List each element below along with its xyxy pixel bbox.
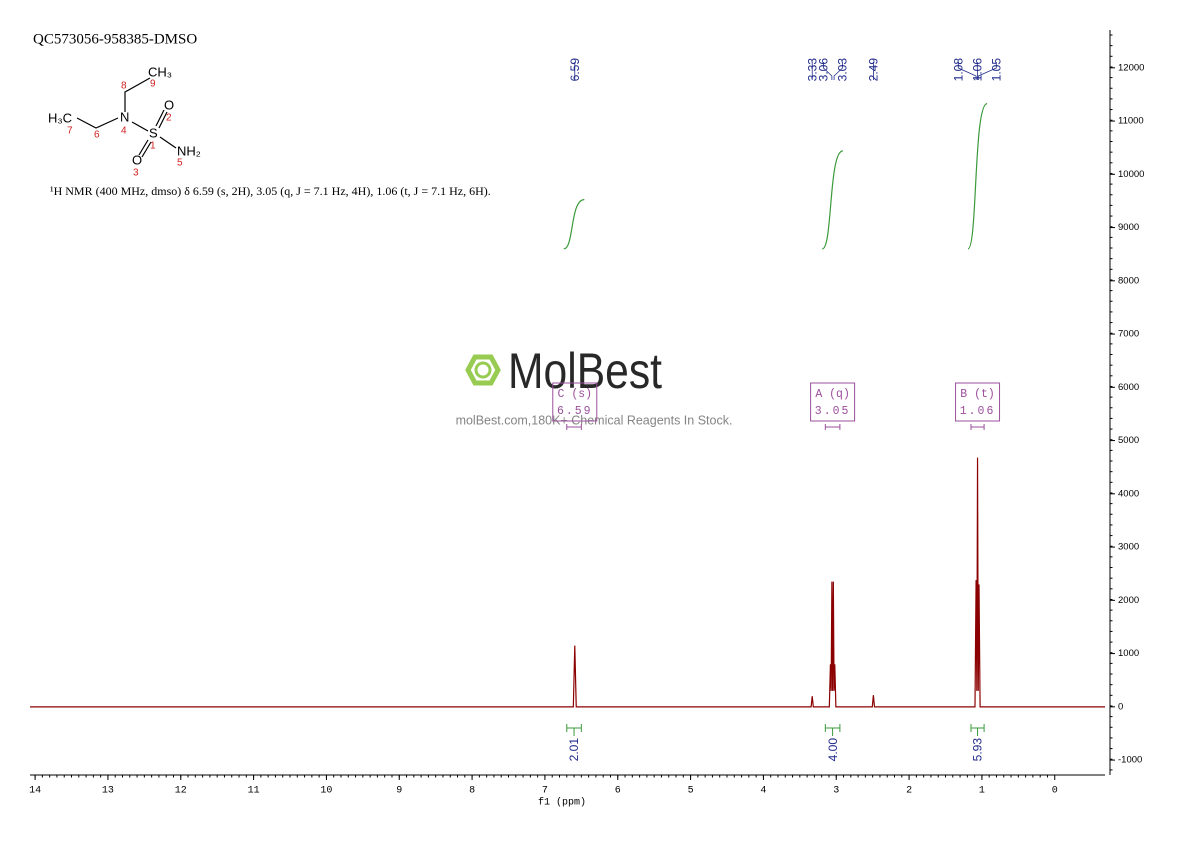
y-tick-label: 2000 [1118, 595, 1139, 606]
multiplet-box [810, 382, 856, 422]
x-tick-label: 1 [979, 786, 985, 797]
watermark: MolBest molBest.com,180K+ Chemical Reage… [456, 343, 733, 427]
y-tick-label: 11000 [1118, 116, 1144, 127]
integral-curve [821, 150, 844, 250]
x-tick-label: 5 [688, 786, 694, 797]
multiplet-name: A (q) [815, 388, 850, 401]
peak-leader [977, 62, 997, 80]
y-tick-label: 1000 [1118, 648, 1139, 659]
bond [159, 136, 177, 149]
integral-label: 2.01 [567, 738, 581, 762]
multiplet-range [824, 424, 841, 430]
atom-number: 1 [150, 141, 156, 152]
multiplet-shift: 3.05 [815, 405, 851, 418]
integral-bracket [824, 724, 841, 736]
x-tick-label: 8 [469, 786, 475, 797]
chart-title: QC573056-958385-DMSO [33, 31, 197, 47]
x-tick-label: 6 [615, 786, 621, 797]
peak-label: 1.08 [951, 58, 965, 82]
atom-number: 2 [166, 113, 172, 124]
x-tick-label: 10 [320, 786, 332, 797]
multiplet-name: B (t) [960, 388, 995, 401]
multiplet-box [552, 382, 598, 422]
multiplet-range [970, 424, 985, 430]
y-tick-label: 4000 [1118, 488, 1139, 499]
atom-label: CH₃ [148, 64, 172, 79]
atom-label: NH₂ [177, 143, 201, 158]
atom-label: H₃C [48, 110, 72, 125]
atom-label: O [164, 97, 174, 112]
bond [131, 121, 149, 132]
atom-label: S [149, 125, 158, 140]
atom-number: 8 [121, 81, 127, 92]
y-tick-label: 0 [1118, 701, 1123, 712]
multiplet-range [566, 424, 582, 430]
atom-number: 5 [177, 158, 183, 169]
watermark-brand: MolBest [508, 343, 662, 399]
y-tick-label: 12000 [1118, 62, 1144, 73]
x-axis-label: f1 (ppm) [538, 797, 586, 809]
nmr-description: ¹H NMR (400 MHz, dmso) δ 6.59 (s, 2H), 3… [50, 184, 491, 198]
x-tick-label: 12 [175, 786, 187, 797]
multiplet-box [955, 382, 1001, 422]
atom-number: 9 [150, 79, 156, 90]
multiplet-shift: 6.59 [557, 405, 593, 418]
integral-bracket [970, 724, 985, 736]
y-tick-label: 6000 [1118, 382, 1139, 393]
atom-label: O [132, 152, 142, 167]
y-tick-label: 7000 [1118, 329, 1139, 340]
x-tick-label: 4 [760, 786, 766, 797]
bond [155, 109, 168, 129]
logo [465, 354, 501, 386]
y-tick-label: 5000 [1118, 435, 1139, 446]
peak-label: 3.06 [817, 58, 831, 82]
bond [124, 77, 151, 112]
peak-leader [823, 62, 833, 80]
x-tick-label: 9 [396, 786, 402, 797]
atom-label: N [120, 109, 129, 124]
atom-number: 6 [94, 130, 100, 141]
peak-label: 1.05 [989, 58, 1003, 82]
spectrum-line [30, 457, 1105, 708]
peak-label: 3.03 [836, 58, 850, 82]
integral-bracket [566, 724, 582, 736]
y-tick-label: 9000 [1118, 222, 1139, 233]
x-tick-label: 14 [29, 786, 41, 797]
x-tick-label: 2 [906, 786, 912, 797]
y-tick-label: 3000 [1118, 542, 1139, 553]
y-tick-label: -1000 [1118, 755, 1142, 766]
atom-number: 3 [133, 168, 139, 179]
y-tick-label: 8000 [1118, 275, 1139, 286]
integral-label: 4.00 [826, 738, 840, 762]
x-tick-label: 11 [248, 786, 260, 797]
x-tick-label: 0 [1052, 786, 1058, 797]
atom-number: 7 [67, 126, 73, 137]
multiplet-shift: 1.06 [960, 405, 996, 418]
integral-curve [967, 103, 988, 250]
x-tick-label: 13 [102, 786, 114, 797]
x-tick-label: 7 [542, 786, 548, 797]
watermark-tagline: molBest.com,180K+ Chemical Reagents In S… [456, 413, 733, 427]
peak-leader [957, 62, 977, 80]
structure: CH₃ H₃C N S O O NH₂ 8 9 7 6 4 2 1 5 3 [48, 64, 201, 178]
logo [474, 361, 492, 379]
y-tick-label: 10000 [1118, 169, 1144, 180]
x-tick-label: 3 [833, 786, 839, 797]
atom-number: 4 [121, 126, 127, 137]
bond [76, 117, 119, 129]
peak-leader [833, 62, 843, 80]
integral-label: 5.93 [971, 738, 985, 762]
integral-curve [563, 199, 585, 250]
multiplet-name: C (s) [558, 388, 593, 401]
bond [138, 139, 152, 158]
